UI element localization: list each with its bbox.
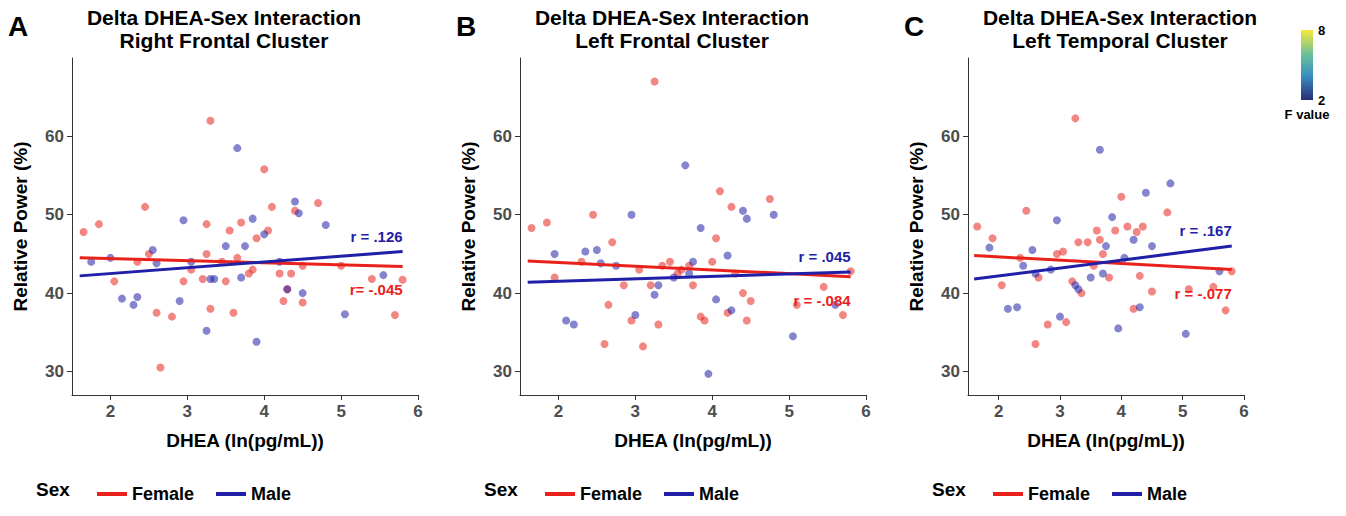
svg-text:6: 6 [861,402,870,421]
svg-text:Male: Male [251,484,291,504]
svg-text:4: 4 [259,402,269,421]
svg-text:8: 8 [1318,23,1325,38]
svg-text:3: 3 [183,402,192,421]
svg-text:r = -.084: r = -.084 [793,292,851,309]
svg-text:Sex: Sex [484,479,518,500]
svg-text:Relative Power (%): Relative Power (%) [10,142,31,312]
svg-text:30: 30 [493,362,512,381]
svg-text:Female: Female [580,484,642,504]
svg-text:6: 6 [413,402,422,421]
svg-text:Sex: Sex [932,479,966,500]
svg-text:40: 40 [941,284,960,303]
svg-text:Relative Power (%): Relative Power (%) [906,142,927,312]
svg-text:Left Temporal Cluster: Left Temporal Cluster [1012,29,1227,52]
svg-text:A: A [8,11,28,42]
svg-text:4: 4 [1117,402,1127,421]
svg-text:60: 60 [493,127,512,146]
svg-text:Right Frontal Cluster: Right Frontal Cluster [120,29,329,52]
svg-text:3: 3 [1055,402,1064,421]
svg-text:30: 30 [45,362,64,381]
svg-text:2: 2 [554,402,563,421]
svg-text:3: 3 [631,402,640,421]
svg-text:DHEA (ln(pg/mL)): DHEA (ln(pg/mL)) [614,430,772,451]
svg-text:40: 40 [45,284,64,303]
svg-text:Male: Male [1147,484,1187,504]
svg-text:4: 4 [707,402,717,421]
svg-text:Relative Power (%): Relative Power (%) [458,142,479,312]
svg-text:60: 60 [941,127,960,146]
svg-text:2: 2 [106,402,115,421]
svg-text:r = -.077: r = -.077 [1175,285,1232,302]
svg-text:5: 5 [1178,402,1187,421]
svg-text:Delta DHEA-Sex Interaction: Delta DHEA-Sex Interaction [535,6,809,29]
svg-text:Delta DHEA-Sex Interaction: Delta DHEA-Sex Interaction [87,6,361,29]
svg-text:Female: Female [1028,484,1090,504]
svg-text:Female: Female [132,484,194,504]
svg-text:Male: Male [699,484,739,504]
svg-text:C: C [904,11,924,42]
svg-text:r = .167: r = .167 [1180,222,1232,239]
svg-text:Delta DHEA-Sex Interaction: Delta DHEA-Sex Interaction [983,6,1257,29]
svg-text:50: 50 [493,205,512,224]
svg-text:F value: F value [1285,107,1330,122]
svg-text:6: 6 [1239,402,1248,421]
svg-text:r = .045: r = .045 [798,248,850,265]
svg-text:2: 2 [1318,93,1325,108]
svg-text:DHEA (ln(pg/mL)): DHEA (ln(pg/mL)) [1027,430,1185,451]
svg-text:5: 5 [784,402,793,421]
svg-text:r= -.045: r= -.045 [350,281,403,298]
svg-text:Sex: Sex [36,479,70,500]
svg-text:B: B [456,11,476,42]
svg-text:60: 60 [45,127,64,146]
svg-text:40: 40 [493,284,512,303]
svg-text:2: 2 [994,402,1003,421]
svg-text:r = .126: r = .126 [350,228,402,245]
svg-text:50: 50 [941,205,960,224]
svg-text:DHEA (ln(pg/mL)): DHEA (ln(pg/mL)) [166,430,324,451]
svg-text:50: 50 [45,205,64,224]
svg-text:30: 30 [941,362,960,381]
svg-text:Left Frontal Cluster: Left Frontal Cluster [575,29,769,52]
svg-text:5: 5 [336,402,345,421]
